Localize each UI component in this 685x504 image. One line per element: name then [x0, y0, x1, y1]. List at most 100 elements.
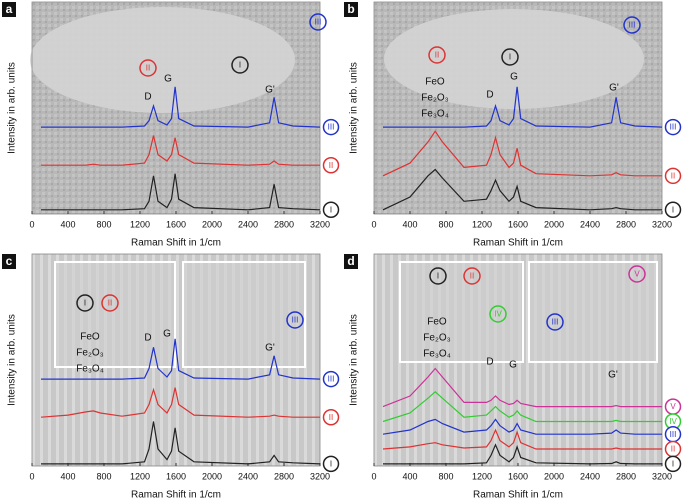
image-label: III	[552, 318, 559, 327]
phase-label: Fe₃O₄	[421, 109, 449, 120]
legend-marker	[664, 201, 682, 219]
peak-label: G'	[608, 370, 618, 381]
image-label-circle	[309, 13, 327, 31]
legend-marker	[664, 167, 682, 185]
spectrum-line	[382, 428, 662, 450]
x-tick-label: 1600	[508, 471, 528, 481]
legend-label: I	[672, 205, 674, 214]
spectrum-line	[382, 168, 662, 211]
legend-marker	[322, 201, 340, 219]
panel-letter: d	[347, 254, 354, 268]
x-tick-label: 0	[29, 219, 34, 229]
image-label: II	[435, 51, 439, 60]
phase-label: Fe₂O₃	[76, 348, 103, 359]
legend-label: II	[329, 413, 333, 422]
phase-label: Fe₃O₄	[76, 364, 104, 375]
peak-label: G	[509, 360, 517, 371]
peak-label: G'	[609, 83, 619, 94]
x-tick-label: 2800	[616, 471, 636, 481]
x-tick-label: 0	[371, 219, 376, 229]
legend-label: I	[672, 459, 674, 468]
legend-label: V	[670, 402, 676, 411]
panel: 0 400 800 1200 1600 2000 2400 2800 3200 Raman Shi…	[344, 253, 682, 501]
image-label-circle	[628, 265, 646, 283]
micrograph-region	[30, 7, 295, 113]
spectrum-line	[382, 390, 662, 423]
inset-image	[528, 261, 658, 363]
image-label-circle	[101, 294, 119, 312]
legend-label: III	[328, 375, 335, 384]
x-axis-label: Raman Shift in 1/cm	[473, 238, 563, 249]
panel: 0 400 800 1200 1600 2000 2400 2800 3200 Raman Shi…	[2, 253, 340, 501]
image-label: I	[84, 299, 86, 308]
image-label-circle	[463, 267, 481, 285]
phase-label: FeO	[427, 317, 447, 328]
y-axis-label: Intensity in arb. units	[7, 62, 18, 154]
image-label: III	[315, 18, 322, 27]
legend-label: III	[670, 123, 677, 132]
inset-image	[182, 261, 306, 368]
x-tick-label: 3200	[652, 471, 672, 481]
peak-label: D	[144, 92, 151, 103]
legend-label: III	[670, 430, 677, 439]
peak-label: G'	[265, 343, 275, 354]
x-axis-label: Raman Shift in 1/cm	[131, 490, 221, 501]
x-tick-label: 800	[96, 219, 111, 229]
image-label: III	[292, 316, 299, 325]
x-tick-label: 3200	[310, 219, 330, 229]
x-tick-label: 400	[60, 219, 75, 229]
panel-letter-box	[344, 2, 358, 17]
legend-label: II	[671, 445, 675, 454]
x-tick-label: 1600	[166, 219, 186, 229]
spectrum-line	[41, 338, 321, 380]
peak-label: G	[164, 74, 172, 85]
legend-marker	[322, 156, 340, 174]
y-axis-label: Intensity in arb. units	[349, 62, 360, 154]
x-tick-label: 2000	[202, 471, 222, 481]
image-label: II	[470, 272, 474, 281]
image-label-circle	[623, 16, 641, 34]
legend-marker	[322, 408, 340, 426]
image-label-circle	[501, 48, 519, 66]
x-axis-label: Raman Shift in 1/cm	[473, 490, 563, 501]
phase-label: Fe₂O₃	[423, 333, 450, 344]
spectrum-line	[382, 367, 662, 408]
image-label-circle	[428, 46, 446, 64]
image-label: III	[629, 21, 636, 30]
spectrum-line	[40, 387, 320, 418]
image-label-circle	[231, 56, 249, 74]
x-tick-label: 1200	[130, 219, 150, 229]
x-tick-label: 800	[438, 471, 453, 481]
spectrum-line	[41, 135, 320, 166]
x-tick-label: 400	[402, 471, 417, 481]
spectrum-line	[382, 130, 662, 177]
x-tick-label: 1200	[130, 471, 150, 481]
phase-label: FeO	[425, 77, 445, 88]
x-tick-label: 800	[438, 219, 453, 229]
legend-label: IV	[669, 417, 677, 426]
image-label-circle	[76, 294, 94, 312]
x-tick-label: 3200	[652, 219, 672, 229]
x-tick-label: 3200	[310, 471, 330, 481]
image-label-circle	[286, 311, 304, 329]
x-tick-label: 1600	[508, 219, 528, 229]
x-tick-label: 1600	[166, 471, 186, 481]
x-tick-label: 800	[96, 471, 111, 481]
image-label: V	[634, 270, 640, 279]
panel: 0 400 800 1200 1600 2000 2400 2800 3200 Raman Shi…	[344, 1, 682, 249]
x-tick-label: 2400	[580, 219, 600, 229]
spectrum-line	[41, 86, 321, 128]
y-axis-label: Intensity in arb. units	[7, 314, 18, 406]
inset-image	[399, 261, 524, 363]
x-tick-label: 2000	[202, 219, 222, 229]
image-label-circle	[489, 305, 507, 323]
y-axis-label: Intensity in arb. units	[349, 314, 360, 406]
x-tick-label: 2000	[544, 219, 564, 229]
x-tick-label: 2800	[274, 219, 294, 229]
legend-marker	[322, 455, 340, 473]
panel: 0 400 800 1200 1600 2000 2400 2800 3200 Raman Shi…	[2, 1, 340, 249]
image-label: I	[239, 61, 241, 70]
image-label-circle	[139, 59, 157, 77]
phase-label: Fe₂O₃	[421, 93, 448, 104]
legend-label: III	[328, 123, 335, 132]
